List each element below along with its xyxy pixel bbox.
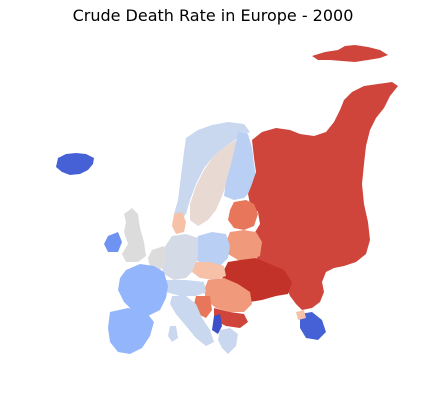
region-poland: [194, 232, 230, 266]
region-ireland: [104, 232, 122, 252]
region-sardinia: [168, 326, 178, 342]
region-norway: [174, 122, 250, 220]
region-iberia: [108, 308, 154, 354]
region-iceland: [56, 153, 94, 175]
region-caucasus: [300, 312, 326, 340]
region-svalbard: [312, 45, 388, 62]
region-germany: [160, 234, 198, 280]
map-title: Crude Death Rate in Europe - 2000: [72, 6, 354, 25]
region-russia: [248, 82, 398, 310]
region-greece: [218, 328, 238, 354]
region-albania: [212, 314, 222, 334]
region-italy: [170, 296, 214, 346]
region-baltics: [228, 200, 258, 230]
region-united-kingdom: [122, 208, 146, 262]
region-alps: [166, 280, 206, 296]
region-benelux: [148, 246, 166, 270]
region-czech-slovakia: [192, 262, 226, 280]
region-hungary-romania: [204, 278, 252, 312]
region-finland: [224, 132, 256, 200]
region-denmark: [172, 212, 186, 234]
region-france: [118, 264, 168, 316]
region-belarus: [226, 230, 262, 260]
region-serbia-bulgaria: [214, 308, 248, 328]
region-cyprus: [296, 310, 306, 320]
region-sweden: [190, 140, 238, 226]
